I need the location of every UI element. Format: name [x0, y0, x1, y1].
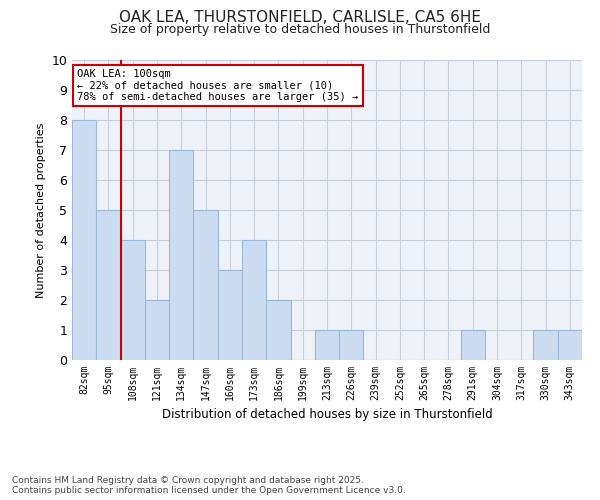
Bar — [242, 240, 266, 360]
Text: Size of property relative to detached houses in Thurstonfield: Size of property relative to detached ho… — [110, 22, 490, 36]
Text: Contains HM Land Registry data © Crown copyright and database right 2025.
Contai: Contains HM Land Registry data © Crown c… — [12, 476, 406, 495]
Bar — [461, 330, 485, 360]
Bar — [339, 330, 364, 360]
Bar — [193, 210, 218, 360]
Bar — [169, 150, 193, 360]
X-axis label: Distribution of detached houses by size in Thurstonfield: Distribution of detached houses by size … — [161, 408, 493, 422]
Bar — [96, 210, 121, 360]
Bar — [315, 330, 339, 360]
Bar — [72, 120, 96, 360]
Y-axis label: Number of detached properties: Number of detached properties — [36, 122, 46, 298]
Bar — [145, 300, 169, 360]
Text: OAK LEA, THURSTONFIELD, CARLISLE, CA5 6HE: OAK LEA, THURSTONFIELD, CARLISLE, CA5 6H… — [119, 10, 481, 25]
Bar — [218, 270, 242, 360]
Text: OAK LEA: 100sqm
← 22% of detached houses are smaller (10)
78% of semi-detached h: OAK LEA: 100sqm ← 22% of detached houses… — [77, 69, 358, 102]
Bar — [533, 330, 558, 360]
Bar — [266, 300, 290, 360]
Bar — [121, 240, 145, 360]
Bar — [558, 330, 582, 360]
